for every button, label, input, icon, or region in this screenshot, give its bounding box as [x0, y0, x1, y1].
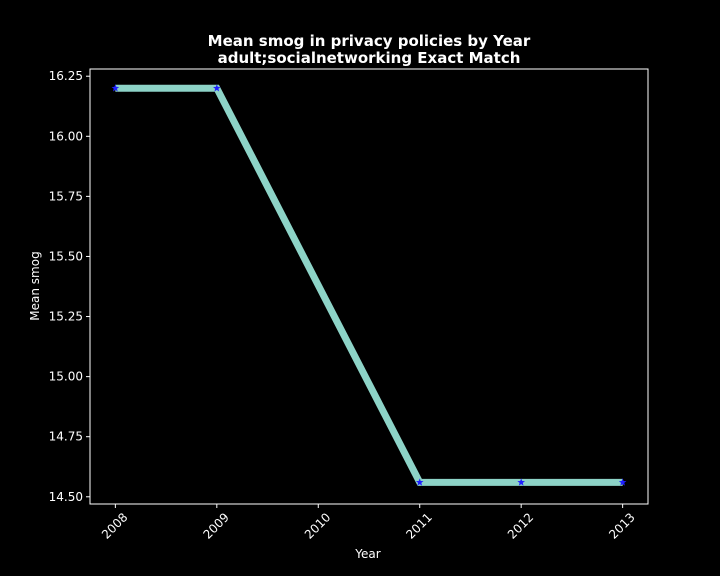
plot-frame [89, 68, 649, 505]
chart-title: Mean smog in privacy policies by Year [208, 32, 531, 50]
x-tick-label: 2011 [403, 510, 434, 541]
y-axis-label: Mean smog [28, 251, 42, 320]
x-tick-label: 2012 [505, 510, 536, 541]
data-point [517, 478, 525, 486]
y-tick-label: 15.25 [49, 310, 83, 324]
x-tick-label: 2010 [302, 510, 333, 541]
chart-subtitle: adult;socialnetworking Exact Match [218, 49, 521, 67]
x-tick-label: 2009 [200, 510, 231, 541]
y-tick-label: 15.00 [49, 370, 83, 384]
y-tick-label: 16.00 [49, 129, 83, 143]
series-line [115, 84, 623, 486]
x-tick-label: 2013 [606, 510, 637, 541]
x-axis: 2008 2009 2010 2011 2012 2013 [99, 504, 638, 542]
data-point [111, 84, 120, 92]
y-tick-label: 15.75 [49, 189, 83, 203]
y-tick-label: 16.25 [49, 69, 83, 83]
data-point [618, 478, 627, 486]
y-axis: 14.50 14.75 15.00 15.25 15.50 15.75 16.00 16.25 [49, 69, 90, 504]
y-tick-label: 14.75 [49, 430, 83, 444]
x-tick-label: 2008 [99, 510, 130, 541]
y-tick-label: 15.50 [49, 249, 83, 263]
y-tick-label: 14.50 [49, 490, 83, 504]
series-layer [111, 84, 627, 486]
data-point [213, 84, 221, 92]
data-point [415, 478, 424, 486]
x-axis-label: Year [354, 547, 380, 561]
